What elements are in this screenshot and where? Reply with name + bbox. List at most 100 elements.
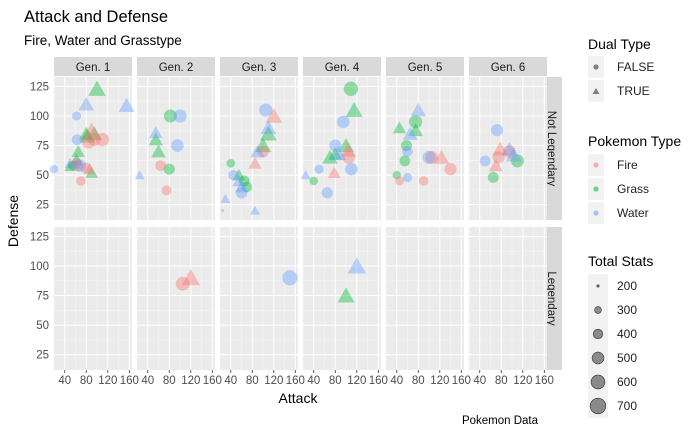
- data-point-triangle: [71, 145, 85, 157]
- data-point-circle: [309, 176, 318, 186]
- y-tick-label: 125: [30, 231, 49, 243]
- data-point-triangle: [83, 163, 96, 175]
- legend-dual-type-title: Dual Type: [588, 36, 651, 52]
- data-point-triangle: [148, 132, 164, 146]
- data-point-circle: [282, 270, 298, 286]
- facet-strip-row-label: Not Legendary: [545, 111, 557, 187]
- y-tick-label: 100: [30, 111, 49, 123]
- data-point-circle: [342, 151, 356, 164]
- data-point-circle: [422, 150, 436, 164]
- data-point-triangle: [250, 144, 265, 158]
- data-point-triangle: [260, 125, 277, 141]
- data-point-triangle: [85, 166, 99, 178]
- data-point-triangle: [337, 287, 355, 303]
- x-tick-label: 160: [535, 375, 554, 387]
- data-point-circle: [155, 160, 167, 172]
- legend-dual-false: FALSE: [617, 60, 654, 74]
- data-point-triangle: [410, 102, 426, 117]
- x-tick-label: 80: [412, 375, 425, 387]
- legend-dual-true: TRUE: [617, 84, 650, 98]
- legend-type-title: Pokemon Type: [588, 133, 681, 149]
- facet-panel: [137, 227, 215, 370]
- data-point-circle: [76, 176, 86, 186]
- data-point-circle: [392, 170, 401, 180]
- data-point-triangle: [402, 126, 418, 140]
- facet-panel: [303, 77, 381, 220]
- legend-stat-300: 300: [617, 303, 637, 317]
- x-axis-label: Attack: [279, 390, 319, 406]
- data-point-circle: [402, 146, 413, 157]
- data-point-circle: [502, 145, 516, 158]
- y-tick-label: 50: [36, 320, 49, 332]
- data-point-circle: [444, 163, 457, 176]
- data-point-circle: [80, 162, 92, 174]
- legend-size-600: [590, 374, 606, 390]
- data-point-triangle: [64, 161, 75, 172]
- data-point-triangle: [328, 147, 343, 160]
- data-point-circle: [257, 145, 269, 158]
- data-point-circle: [409, 115, 423, 129]
- data-point-circle: [487, 172, 499, 183]
- x-tick-label: 80: [246, 375, 259, 387]
- data-point-triangle: [501, 141, 517, 156]
- data-point-circle: [72, 160, 84, 172]
- data-point-circle: [241, 181, 253, 193]
- data-point-triangle: [492, 141, 509, 156]
- y-tick-label: 75: [36, 291, 49, 303]
- data-point-circle: [173, 109, 187, 123]
- x-tick-label: 120: [347, 375, 366, 387]
- legend-dual-type: Dual Type FALSE TRUE: [588, 36, 654, 102]
- x-tick-label: 160: [203, 375, 222, 387]
- legend-water-dot: [593, 210, 599, 216]
- facet-strip-row-label: Legendary: [545, 271, 557, 326]
- facet-panel: [220, 77, 298, 220]
- data-point-circle: [228, 169, 239, 181]
- data-point-circle: [87, 133, 101, 147]
- facet-strip-col: [469, 57, 547, 76]
- legend-size-300: [594, 306, 602, 314]
- data-point-triangle: [408, 123, 424, 137]
- legend-stat-700: 700: [617, 399, 637, 413]
- x-tick-label: 80: [495, 375, 508, 387]
- data-point-circle: [81, 135, 96, 149]
- data-point-triangle: [78, 96, 94, 111]
- chart-title: Attack and Defense: [24, 8, 168, 26]
- x-tick-label: 40: [58, 375, 71, 387]
- x-tick-label: 160: [286, 375, 305, 387]
- data-point-circle: [479, 155, 491, 167]
- x-tick-label: 160: [452, 375, 471, 387]
- legend-size-500: [591, 351, 605, 365]
- legend-size-700: [589, 397, 607, 415]
- data-point-circle: [321, 187, 333, 199]
- data-point-triangle: [220, 193, 231, 203]
- data-point-circle: [72, 111, 82, 121]
- data-point-circle: [399, 155, 411, 167]
- data-point-circle: [345, 162, 358, 176]
- chart-caption: Pokemon Data: [462, 415, 539, 427]
- data-point-triangle: [345, 101, 363, 118]
- data-point-circle: [71, 134, 83, 146]
- x-tick-label: 80: [80, 375, 93, 387]
- x-tick-label: 160: [120, 375, 139, 387]
- legend-size-200: [596, 284, 600, 288]
- data-point-triangle: [265, 108, 283, 123]
- legend-stat-400: 400: [617, 327, 637, 341]
- facet-panel: [54, 227, 132, 370]
- x-tick-label: 40: [473, 375, 486, 387]
- facet-strip-col-label: Gen. 1: [76, 62, 111, 74]
- data-point-circle: [425, 150, 439, 164]
- x-tick-label: 80: [163, 375, 176, 387]
- legend-type-fire: Fire: [617, 158, 638, 172]
- data-point-circle: [171, 139, 184, 152]
- x-tick-label: 40: [390, 375, 403, 387]
- legend-circle-icon: [593, 64, 599, 70]
- legend-total-stats: Total Stats 200 300 400 500 600 700: [588, 253, 653, 418]
- data-point-triangle: [249, 205, 261, 215]
- data-point-triangle: [151, 144, 166, 158]
- data-point-triangle: [330, 146, 347, 161]
- x-tick-label: 40: [141, 375, 154, 387]
- facet-panel: [469, 227, 547, 370]
- data-point-triangle: [83, 122, 100, 137]
- x-tick-label: 120: [264, 375, 283, 387]
- facet-strip-col-label: Gen. 5: [408, 62, 443, 74]
